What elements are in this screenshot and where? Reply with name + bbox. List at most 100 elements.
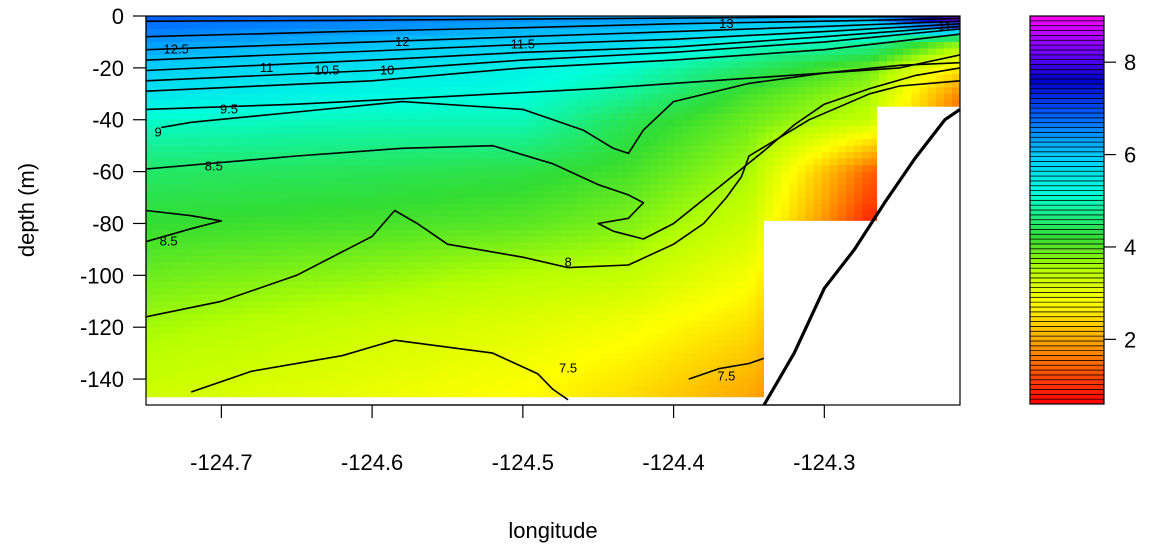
heatmap-cell <box>723 242 733 250</box>
heatmap-cell <box>569 294 579 302</box>
heatmap-cell <box>382 132 391 140</box>
heatmap-cell <box>634 191 644 199</box>
heatmap-cell <box>202 372 212 380</box>
heatmap-cell <box>243 171 253 179</box>
heatmap-cell <box>479 262 489 270</box>
heatmap-cell <box>382 191 391 199</box>
heatmap-cell <box>284 242 294 250</box>
heatmap-cell <box>683 74 692 82</box>
heatmap-cell <box>520 294 530 302</box>
heatmap-cell <box>284 87 294 95</box>
heatmap-cell <box>333 152 342 160</box>
heatmap-cell <box>316 294 326 302</box>
heatmap-cell <box>382 379 391 387</box>
heatmap-cell <box>211 191 220 199</box>
heatmap-cell <box>422 288 432 296</box>
heatmap-cell <box>276 281 285 289</box>
heatmap-cell <box>211 80 220 88</box>
heatmap-cell <box>601 359 611 367</box>
heatmap-cell <box>211 106 220 114</box>
heatmap-cell <box>805 171 815 179</box>
heatmap-cell <box>430 54 440 62</box>
heatmap-cell <box>561 392 570 400</box>
heatmap-cell <box>154 275 163 283</box>
heatmap-cell <box>797 67 806 75</box>
heatmap-cell <box>292 216 302 225</box>
heatmap-cell <box>569 333 579 341</box>
heatmap-cell <box>707 327 717 335</box>
heatmap-cell <box>504 152 513 160</box>
heatmap-cell <box>341 229 351 238</box>
heatmap-cell <box>300 359 310 367</box>
heatmap-cell <box>577 288 587 296</box>
heatmap-cell <box>569 307 579 315</box>
heatmap-cell <box>259 249 269 257</box>
heatmap-cell <box>732 204 741 212</box>
heatmap-cell <box>642 87 652 95</box>
heatmap-cell <box>504 353 513 361</box>
heatmap-cell <box>178 184 188 192</box>
heatmap-cell <box>675 54 684 62</box>
heatmap-cell <box>316 158 326 166</box>
heatmap-cell <box>618 379 627 387</box>
heatmap-cell <box>528 165 538 173</box>
heatmap-cell <box>365 28 375 37</box>
heatmap-cell <box>609 366 619 374</box>
heatmap-cell <box>430 288 440 296</box>
heatmap-cell <box>325 359 334 367</box>
heatmap-cell <box>251 165 261 173</box>
heatmap-cell <box>821 119 831 127</box>
heatmap-cell <box>292 61 302 69</box>
heatmap-cell <box>268 119 277 127</box>
heatmap-cell <box>732 333 741 341</box>
heatmap-cell <box>146 67 155 75</box>
heatmap-cell <box>162 216 172 225</box>
heatmap-cell <box>471 132 481 140</box>
heatmap-cell <box>585 165 595 173</box>
heatmap-cell <box>349 74 359 82</box>
heatmap-cell <box>463 359 473 367</box>
heatmap-cell <box>447 255 456 263</box>
heatmap-cell <box>561 210 570 218</box>
heatmap-cell <box>479 333 489 341</box>
heatmap-cell <box>723 22 733 30</box>
heatmap-cell <box>300 327 310 335</box>
heatmap-cell <box>455 48 465 56</box>
heatmap-cell <box>756 80 766 88</box>
heatmap-cell <box>194 333 204 341</box>
heatmap-cell <box>219 262 228 270</box>
heatmap-cell <box>194 152 204 160</box>
heatmap-cell <box>723 132 733 140</box>
heatmap-cell <box>609 28 619 37</box>
heatmap-cell <box>308 307 318 315</box>
heatmap-cell <box>243 74 253 82</box>
heatmap-cell <box>789 93 798 101</box>
heatmap-cell <box>544 80 554 88</box>
heatmap-cell <box>666 385 676 393</box>
heatmap-cell <box>455 385 465 393</box>
heatmap-cell <box>626 184 635 192</box>
heatmap-cell <box>699 327 709 335</box>
heatmap-cell <box>227 268 237 276</box>
heatmap-cell <box>732 80 741 88</box>
heatmap-cell <box>211 340 220 348</box>
heatmap-cell <box>675 223 684 231</box>
heatmap-cell <box>675 197 684 205</box>
heatmap-cell <box>316 346 326 354</box>
heatmap-cell <box>789 54 798 62</box>
heatmap-cell <box>341 236 351 244</box>
heatmap-cell <box>707 392 717 400</box>
heatmap-cell <box>536 184 546 192</box>
heatmap-cell <box>609 346 619 354</box>
heatmap-cell <box>813 178 823 186</box>
heatmap-cell <box>414 359 424 367</box>
heatmap-cell <box>357 80 367 88</box>
heatmap-cell <box>178 249 188 257</box>
heatmap-cell <box>349 275 359 283</box>
heatmap-cell <box>463 41 473 50</box>
heatmap-cell <box>406 236 416 244</box>
heatmap-cell <box>365 372 375 380</box>
heatmap-cell <box>276 35 285 43</box>
heatmap-cell <box>569 346 579 354</box>
heatmap-cell <box>553 223 562 231</box>
